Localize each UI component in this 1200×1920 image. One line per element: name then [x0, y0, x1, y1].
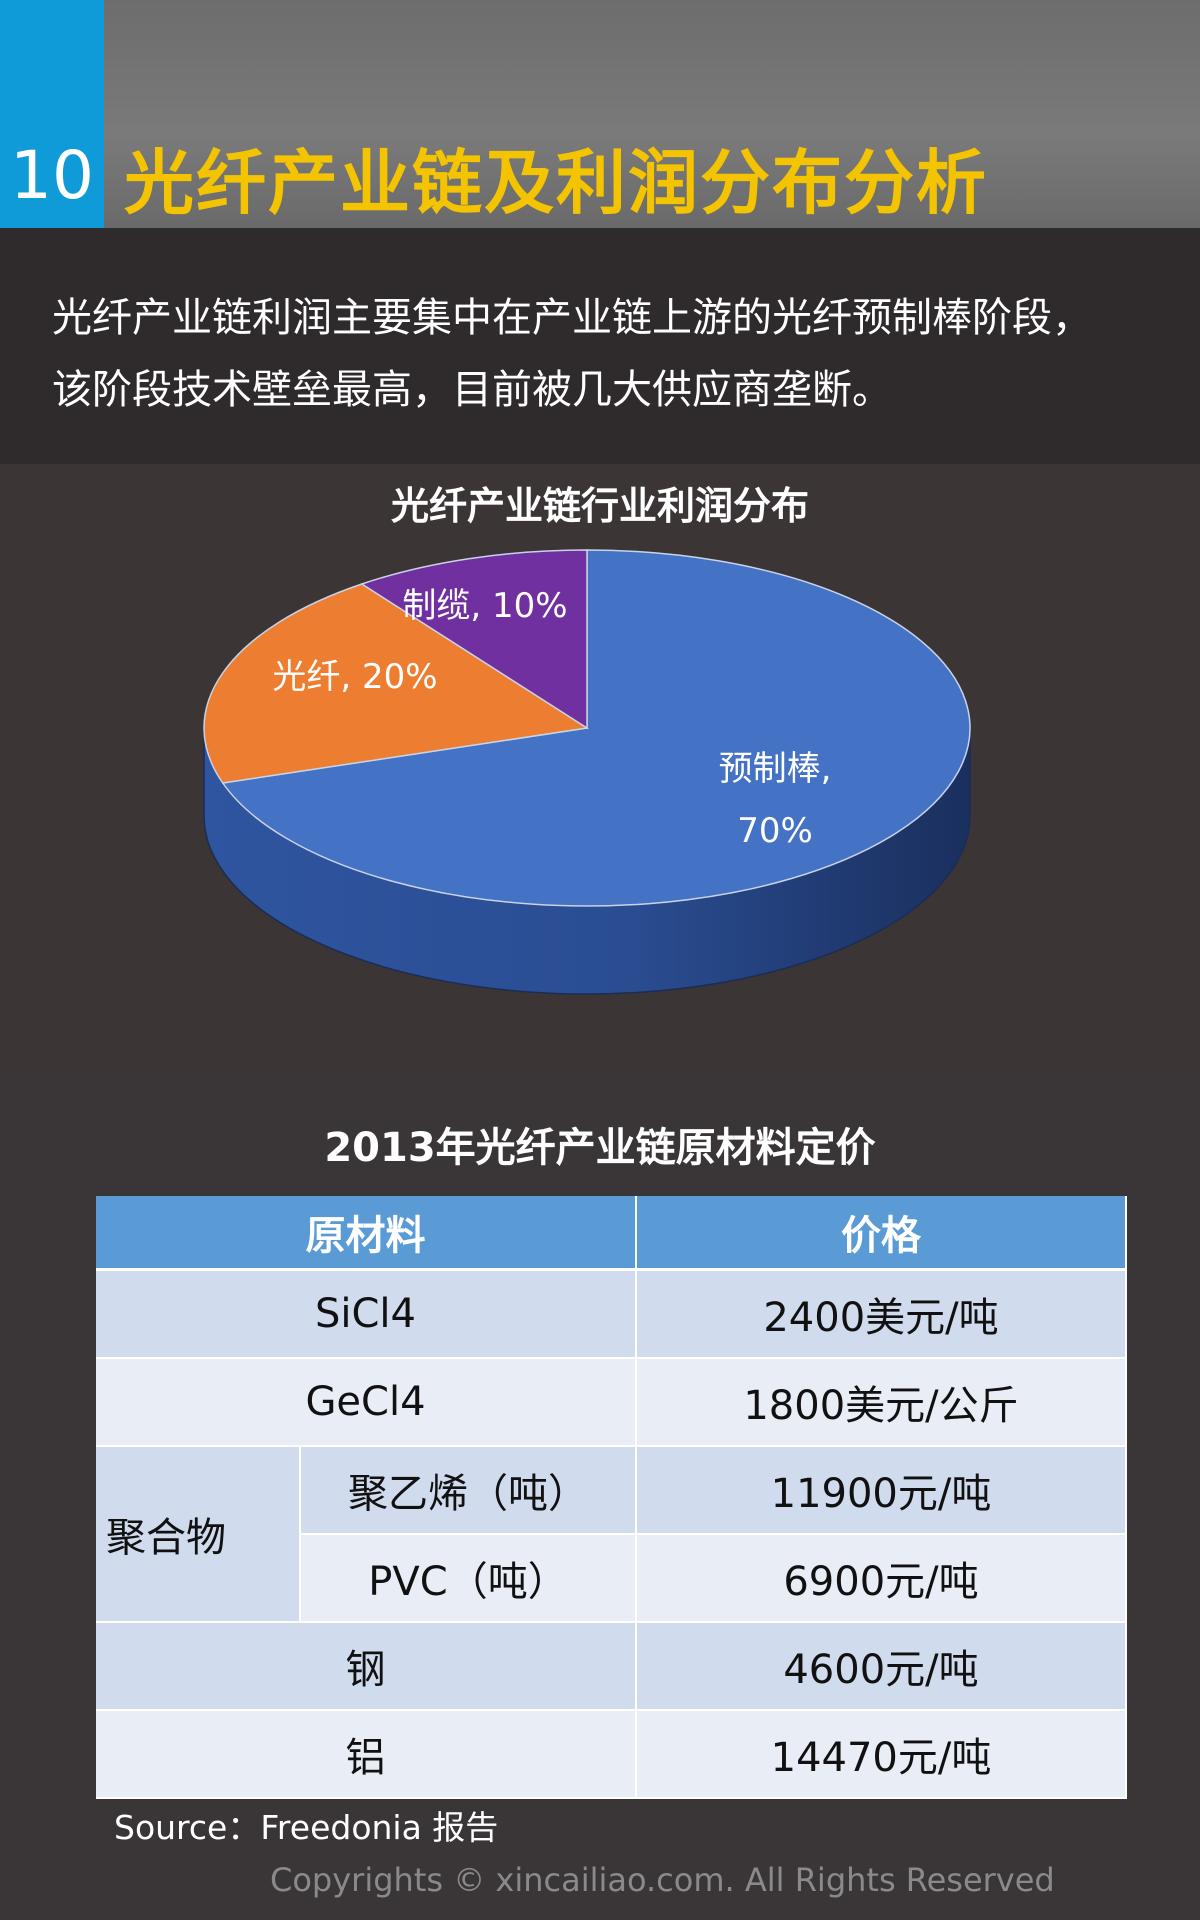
pricing-table: 原材料 价格 SiCl4 2400美元/吨 GeCl4 1800美元/公斤 聚合… [96, 1196, 1127, 1799]
price-cell: 11900元/吨 [636, 1446, 1127, 1535]
material-cell: 铝 [96, 1710, 637, 1799]
pie-slice-2 [203, 583, 590, 784]
pie-label-3: 制缆, 10% [402, 586, 567, 626]
pie-slice-1 [221, 549, 971, 907]
price-cell: 4600元/吨 [636, 1622, 1127, 1711]
intro-line-2: 该阶段技术壁垒最高，目前被几大供应商垄断。 [52, 367, 892, 413]
intro-line-1: 光纤产业链利润主要集中在产业链上游的光纤预制棒阶段， [52, 295, 1092, 341]
source-note: Source：Freedonia 报告 [114, 1808, 499, 1847]
group-cell: 聚合物 [96, 1446, 301, 1623]
table-row: GeCl4 1800美元/公斤 [96, 1358, 1127, 1447]
pie-slice-3 [360, 549, 588, 730]
intro-band [0, 228, 1200, 464]
pie-label-1: 预制棒, [719, 749, 832, 789]
section-number: 10 [10, 137, 94, 214]
page-title: 光纤产业链及利润分布分析 [124, 142, 988, 224]
material-cell: PVC（吨） [300, 1534, 637, 1623]
header-bar [0, 0, 1200, 228]
pie-label-1-value: 70% [737, 811, 813, 851]
intro-text: 光纤产业链利润主要集中在产业链上游的光纤预制棒阶段， 该阶段技术壁垒最高，目前被… [52, 282, 1162, 426]
table-row: PVC（吨） 6900元/吨 [96, 1534, 1127, 1623]
material-cell: 钢 [96, 1622, 637, 1711]
pie-chart: 预制棒, 70% 光纤, 20% 制缆, 10% [203, 549, 971, 995]
price-cell: 14470元/吨 [636, 1710, 1127, 1799]
header-price: 价格 [636, 1196, 1127, 1271]
copyright-note: Copyrights © xincailiao.com. All Rights … [270, 1861, 1055, 1899]
material-cell: GeCl4 [96, 1358, 637, 1447]
material-cell: 聚乙烯（吨） [300, 1446, 637, 1535]
price-cell: 6900元/吨 [636, 1534, 1127, 1623]
pie-chart-title: 光纤产业链行业利润分布 [390, 484, 809, 528]
table-row: SiCl4 2400美元/吨 [96, 1269, 1127, 1359]
table-row: 聚合物 聚乙烯（吨） 11900元/吨 [96, 1446, 1127, 1623]
price-cell: 1800美元/公斤 [636, 1358, 1127, 1447]
table-row: 铝 14470元/吨 [96, 1710, 1127, 1799]
price-cell: 2400美元/吨 [636, 1269, 1127, 1359]
table-title: 2013年光纤产业链原材料定价 [324, 1125, 876, 1171]
table-header-row: 原材料 价格 [96, 1196, 1127, 1271]
table-row: 钢 4600元/吨 [96, 1622, 1127, 1711]
pie-label-2: 光纤, 20% [272, 657, 437, 697]
material-cell: SiCl4 [96, 1269, 637, 1359]
header-material: 原材料 [96, 1196, 637, 1271]
section-number-box: 10 [0, 0, 104, 228]
